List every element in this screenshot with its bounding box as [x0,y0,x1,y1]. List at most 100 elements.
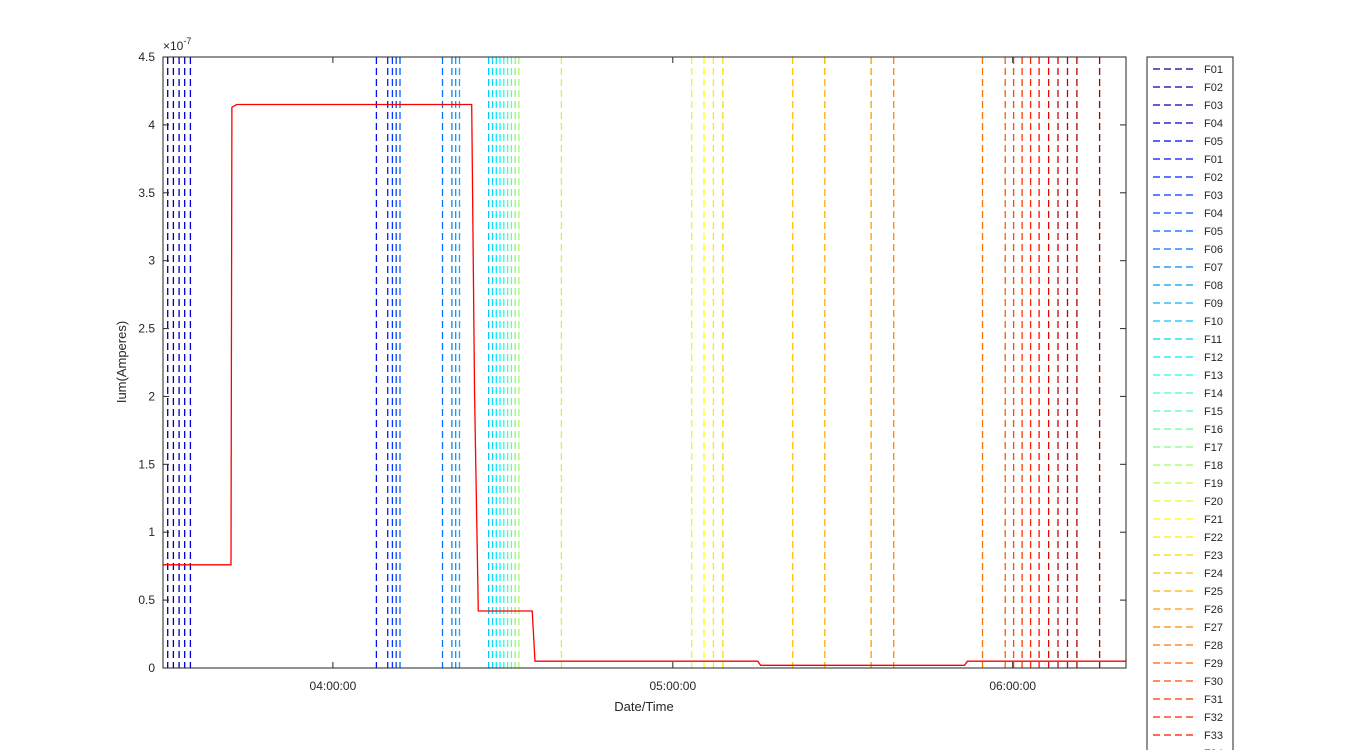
y-tick-label: 1.5 [138,457,155,471]
legend-entry: F18 [1153,460,1223,472]
legend-label: F18 [1204,460,1223,472]
current-series [163,103,1126,666]
current-line [163,103,1126,666]
legend-entry: F24 [1153,568,1223,580]
y-tick-label: 4 [148,118,155,132]
legend-label: F11 [1204,334,1222,346]
legend-label: F32 [1204,712,1223,724]
legend-entry: F02 [1153,82,1223,94]
legend-label: F30 [1204,676,1223,688]
legend-label: F29 [1204,658,1223,670]
legend-entry: F10 [1153,316,1223,328]
legend-label: F23 [1204,550,1223,562]
legend-label: F27 [1204,622,1223,634]
legend-entry: F04 [1153,208,1223,220]
legend-entry: F19 [1153,478,1223,490]
x-axis-ticks: 04:00:00 05:00:00 06:00:00 [310,57,1036,693]
legend-entry: F11 [1153,334,1222,346]
legend-label: F19 [1204,478,1223,490]
legend-entry: F15 [1153,406,1223,418]
legend-entry: F16 [1153,424,1223,436]
legend-entry: F09 [1153,298,1223,310]
legend-entry: F33 [1153,730,1223,742]
legend-items: F01 F02 F03 F04 F05 F01 F02 F03 F04 F05 F06 F07 F08 F… [1153,64,1223,750]
legend-label: F14 [1204,388,1223,400]
legend-label: F01 [1204,64,1223,76]
legend-entry: F31 [1153,694,1223,706]
legend-entry: F14 [1153,388,1223,400]
legend-label: F24 [1204,568,1223,580]
legend-label: F04 [1204,208,1223,220]
legend-label: F02 [1204,82,1223,94]
legend-label: F28 [1204,640,1223,652]
legend-entry: F26 [1153,604,1223,616]
legend-label: F17 [1204,442,1223,454]
legend-entry: F13 [1153,370,1223,382]
legend-label: F25 [1204,586,1223,598]
legend-entry: F21 [1153,514,1223,526]
legend: F01 F02 F03 F04 F05 F01 F02 F03 F04 F05 F06 F07 F08 F… [1146,56,1234,750]
y-exponent-base: ×10 [163,39,184,53]
legend-entry: F06 [1153,244,1223,256]
legend-label: F34 [1204,748,1223,750]
y-axis-ticks: 0 0.5 1 1.5 2 2.5 3 3.5 4 4.5 [138,50,1126,675]
legend-entry: F17 [1153,442,1223,454]
legend-label: F04 [1204,118,1223,130]
legend-label: F03 [1204,100,1223,112]
legend-entry: F34 [1204,748,1223,750]
y-tick-label: 3 [148,254,155,268]
legend-entry: F12 [1153,352,1223,364]
legend-entry: F05 [1153,136,1223,148]
legend-entry: F03 [1153,190,1223,202]
legend-label: F05 [1204,226,1223,238]
y-exponent-label: ×10-7 [163,36,191,53]
legend-label: F21 [1204,514,1223,526]
legend-entry: F22 [1153,532,1223,544]
legend-entry: F28 [1153,640,1223,652]
legend-label: F13 [1204,370,1223,382]
x-axis-label: Date/Time [614,699,673,714]
legend-entry: F32 [1153,712,1223,724]
y-tick-label: 0 [148,661,155,675]
x-tick-label: 06:00:00 [989,679,1036,693]
legend-label: F05 [1204,136,1223,148]
legend-label: F02 [1204,172,1223,184]
legend-entry: F25 [1153,586,1223,598]
legend-label: F16 [1204,424,1223,436]
legend-label: F20 [1204,496,1223,508]
legend-entry: F01 [1153,154,1223,166]
legend-entry: F08 [1153,280,1223,292]
y-tick-label: 3.5 [138,186,155,200]
legend-entry: F20 [1153,496,1223,508]
legend-label: F12 [1204,352,1223,364]
x-tick-label: 04:00:00 [310,679,357,693]
plot-area-frame [162,56,1127,669]
y-tick-label: 4.5 [138,50,155,64]
legend-entry: F04 [1153,118,1223,130]
y-axis-label: Ium(Amperes) [114,321,129,403]
legend-entry: F05 [1153,226,1223,238]
y-exponent-power: -7 [183,36,191,46]
y-tick-label: 2 [148,389,155,403]
y-tick-label: 0.5 [138,593,155,607]
legend-label: F33 [1204,730,1223,742]
legend-label: F08 [1204,280,1223,292]
legend-label: F09 [1204,298,1223,310]
y-tick-label: 2.5 [138,322,155,336]
legend-entry: F29 [1153,658,1223,670]
legend-box [1146,56,1234,750]
legend-entry: F01 [1153,64,1223,76]
legend-entry: F02 [1153,172,1223,184]
legend-entry: F03 [1153,100,1223,112]
y-tick-label: 1 [148,525,155,539]
legend-label: F26 [1204,604,1223,616]
legend-label: F06 [1204,244,1223,256]
legend-entry: F23 [1153,550,1223,562]
legend-label: F03 [1204,190,1223,202]
marker-lines [167,57,1101,668]
legend-label: F31 [1204,694,1223,706]
legend-label: F07 [1204,262,1223,274]
legend-entry: F07 [1153,262,1223,274]
legend-label: F10 [1204,316,1223,328]
